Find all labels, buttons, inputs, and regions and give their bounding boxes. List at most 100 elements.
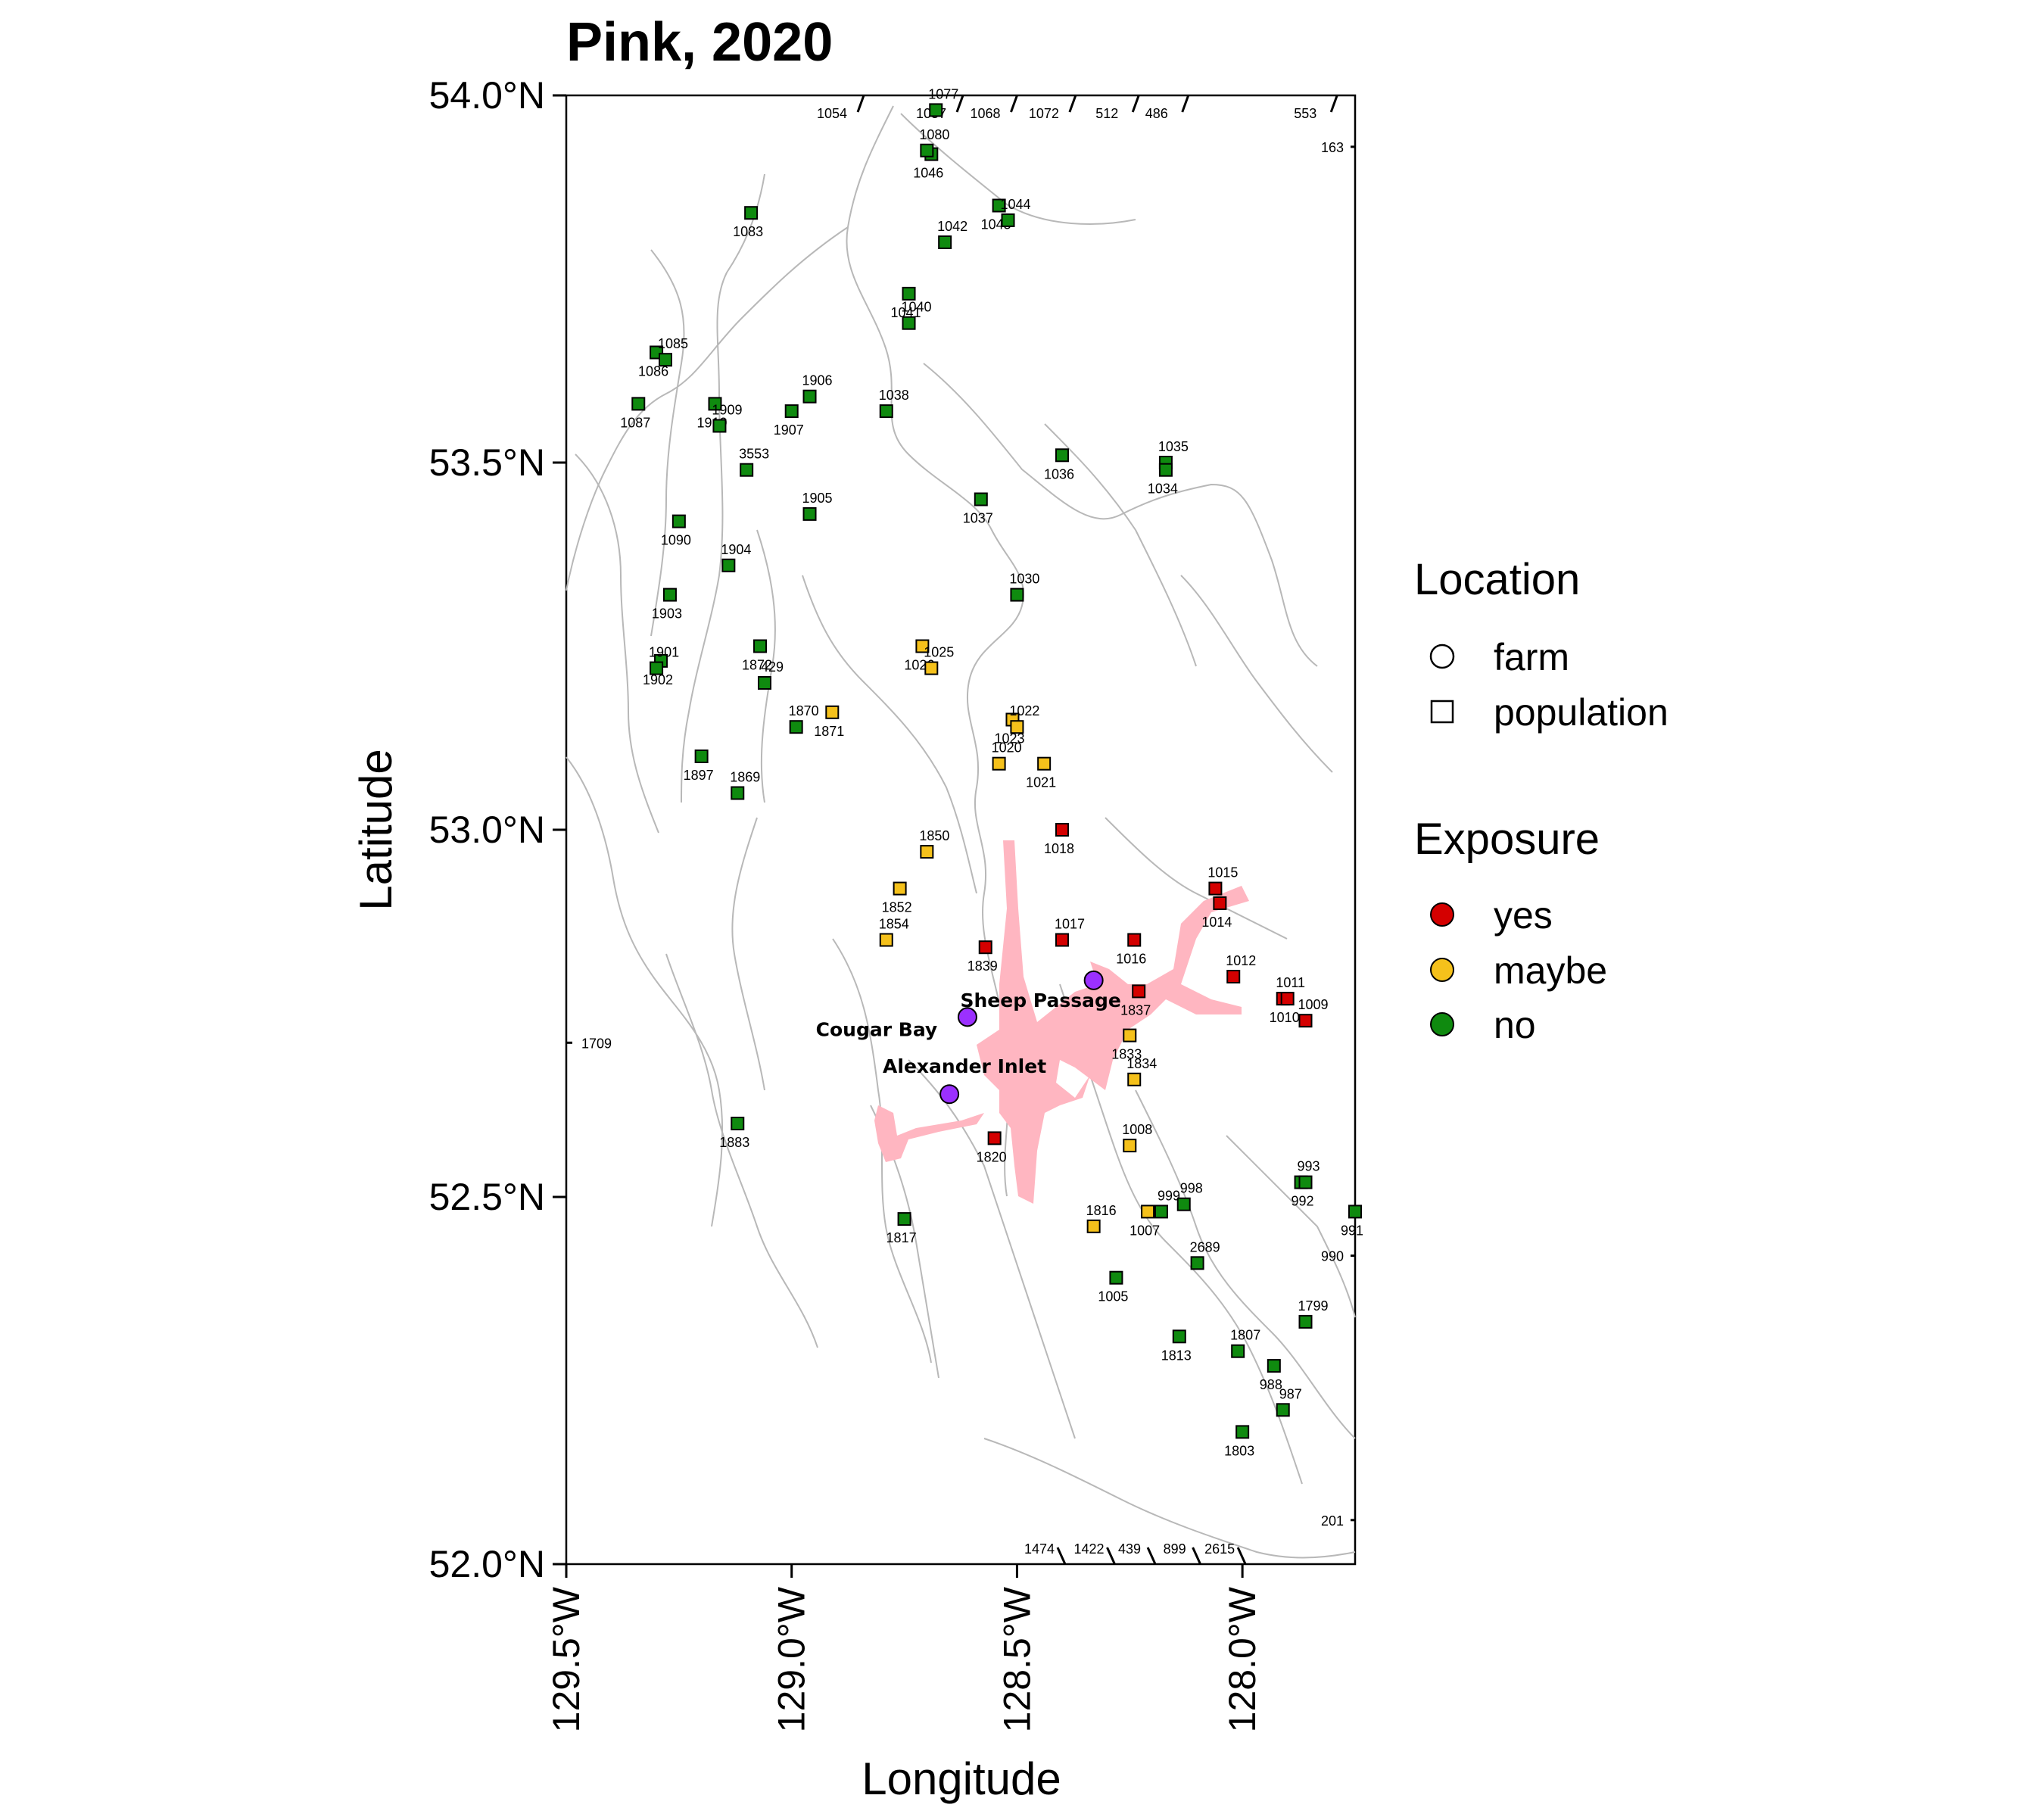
- population-marker-1021: [1037, 756, 1052, 771]
- farm-label-2: Alexander Inlet: [883, 1055, 1046, 1077]
- legend-maybe-label: maybe: [1494, 949, 1607, 992]
- coastline: [566, 105, 1356, 1559]
- map-title: Pink, 2020: [566, 12, 833, 73]
- population-marker-1817: [897, 1212, 911, 1226]
- population-label-1090: 1090: [661, 533, 691, 548]
- population-label-1015: 1015: [1207, 865, 1238, 880]
- edge-tick-899: [1192, 1547, 1201, 1565]
- legend-yes-label: yes: [1494, 894, 1553, 937]
- population-label-1906: 1906: [802, 373, 833, 388]
- population-marker-1799: [1298, 1314, 1313, 1329]
- y-tick-label-3: 53.5°N: [429, 441, 545, 484]
- population-label-1014: 1014: [1201, 915, 1232, 930]
- farm-markers: Sheep Passage Cougar Bay Alexander Inlet: [816, 970, 1121, 1105]
- population-marker-1870: [789, 720, 803, 734]
- population-marker-1816: [1086, 1219, 1101, 1233]
- edge-tick-512: [1131, 95, 1140, 113]
- population-marker-1820: [987, 1131, 1002, 1145]
- edge-label-486: 486: [1145, 106, 1168, 121]
- edge-label-1709: 1709: [581, 1036, 612, 1051]
- edge-label-1054: 1054: [817, 106, 847, 121]
- population-marker-1869: [731, 786, 745, 800]
- population-label-999: 999: [1158, 1188, 1180, 1203]
- population-label-1905: 1905: [802, 491, 833, 506]
- population-label-1870: 1870: [789, 703, 819, 718]
- population-marker-1852: [893, 881, 907, 896]
- population-label-988: 988: [1260, 1377, 1282, 1392]
- population-label-1820: 1820: [977, 1149, 1007, 1164]
- population-label-1902: 1902: [643, 672, 673, 687]
- population-label-1799: 1799: [1298, 1298, 1328, 1314]
- population-marker-1883: [731, 1117, 745, 1130]
- population-marker-1042: [938, 235, 952, 249]
- population-label-1007: 1007: [1129, 1223, 1160, 1238]
- population-label-1904: 1904: [721, 542, 751, 557]
- population-marker-1041: [902, 286, 916, 301]
- edge-label-1072: 1072: [1029, 106, 1059, 121]
- population-label-1016: 1016: [1116, 952, 1146, 967]
- y-tick-label-2: 53.0°N: [429, 809, 545, 851]
- legend-yes-swatch: [1430, 902, 1454, 927]
- population-marker-1907: [784, 404, 799, 419]
- population-label-1903: 1903: [652, 606, 682, 622]
- x-tick-label-3: 128.0°W: [1221, 1586, 1263, 1732]
- population-marker-1012: [1226, 970, 1241, 983]
- population-marker-987: [1276, 1403, 1290, 1417]
- edge-label-512: 512: [1095, 106, 1118, 121]
- population-marker-1903: [662, 587, 677, 602]
- population-marker-1904: [721, 558, 736, 572]
- legend-population-swatch: [1430, 700, 1454, 724]
- population-marker-1020: [992, 756, 1006, 771]
- population-label-1040: 1040: [902, 300, 932, 315]
- edge-label-899: 899: [1164, 1541, 1186, 1557]
- population-label-1018: 1018: [1044, 841, 1074, 856]
- population-label-1012: 1012: [1226, 953, 1256, 968]
- farm-marker-0: [1083, 970, 1104, 990]
- population-marker-1837: [1132, 984, 1146, 999]
- population-label-992: 992: [1291, 1194, 1313, 1209]
- population-label-1025: 1025: [924, 645, 954, 660]
- population-marker-1014: [1213, 896, 1227, 910]
- population-marker-1010: [1280, 992, 1295, 1006]
- population-marker-1005: [1109, 1270, 1123, 1285]
- population-marker-1083: [744, 206, 759, 220]
- x-tick-label-0: 129.5°W: [545, 1586, 587, 1732]
- population-label-1077: 1077: [928, 86, 958, 101]
- legend-farm-swatch: [1429, 644, 1455, 669]
- farm-label-0: Sheep Passage: [960, 990, 1120, 1011]
- population-label-1008: 1008: [1122, 1122, 1152, 1137]
- edge-label-163: 163: [1321, 140, 1344, 155]
- population-label-1080: 1080: [919, 127, 949, 142]
- population-label-1803: 1803: [1224, 1443, 1254, 1458]
- population-label-1022: 1022: [1009, 703, 1039, 718]
- population-marker-1897: [694, 750, 709, 763]
- population-label-1034: 1034: [1148, 482, 1178, 497]
- population-marker-1017: [1055, 933, 1069, 947]
- population-marker-1807: [1231, 1344, 1245, 1358]
- population-label-1030: 1030: [1009, 572, 1039, 587]
- legend: Location farm population Exposure yes ma…: [1414, 555, 1669, 1046]
- edge-tick-486: [1181, 95, 1190, 113]
- population-label-1852: 1852: [882, 900, 912, 915]
- population-label-1009: 1009: [1298, 997, 1328, 1012]
- population-marker-1910: [708, 397, 722, 411]
- population-label-1833: 1833: [1111, 1047, 1142, 1062]
- population-label-1017: 1017: [1055, 917, 1085, 932]
- population-label-1044: 1044: [1000, 197, 1030, 212]
- population-label-1837: 1837: [1120, 1002, 1151, 1018]
- axis-ticks: 52.0°N 52.5°N 53.0°N 53.5°N 54.0°N 129.5°W 129…: [429, 74, 1264, 1732]
- edge-tick-439: [1146, 1547, 1157, 1565]
- edge-label-553: 553: [1294, 106, 1316, 121]
- population-label-987: 987: [1279, 1386, 1302, 1401]
- population-label-1083: 1083: [733, 224, 763, 239]
- population-label-1021: 1021: [1026, 775, 1056, 790]
- population-marker-2689: [1190, 1256, 1204, 1270]
- population-marker-1025: [924, 661, 939, 675]
- edge-label-1068: 1068: [970, 106, 1000, 121]
- population-marker-1833: [1123, 1028, 1137, 1043]
- population-marker-1839: [978, 940, 992, 955]
- edge-tick-1422: [1106, 1547, 1116, 1565]
- population-marker-1037: [974, 492, 988, 506]
- population-label-993: 993: [1298, 1159, 1320, 1174]
